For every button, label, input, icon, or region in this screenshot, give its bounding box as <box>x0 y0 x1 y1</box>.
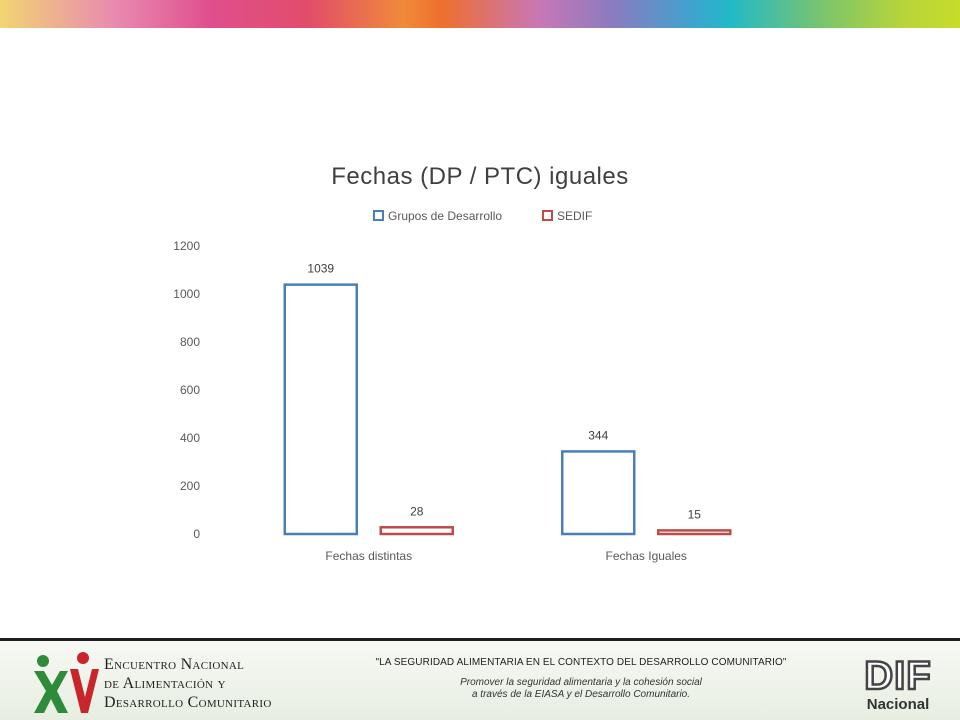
y-tick-label: 0 <box>193 527 200 541</box>
y-tick-label: 600 <box>180 383 200 397</box>
dif-logo-text: DIF <box>864 654 931 698</box>
chart-title: Fechas (DP / PTC) iguales <box>331 163 629 190</box>
event-title-line-1: Encuentro Nacional <box>104 656 245 673</box>
decorative-color-band <box>0 0 960 28</box>
bar-sedif-0 <box>379 526 454 536</box>
dif-nacional-logo: DIF Nacional <box>863 653 932 713</box>
y-tick-label: 200 <box>180 479 200 493</box>
x-tick-label: Fechas Iguales <box>606 549 687 563</box>
event-slogan: "LA SEGURIDAD ALIMENTARIA EN EL CONTEXTO… <box>375 657 787 668</box>
bar-data-label: 1039 <box>307 262 334 276</box>
event-title-line-2: de Alimentación y <box>104 675 226 692</box>
event-title: Encuentro Nacional de Alimentación y Des… <box>104 655 344 712</box>
y-axis: 0 200 400 600 800 1000 1200 <box>173 239 200 541</box>
y-tick-label: 1000 <box>173 287 200 301</box>
event-subslogan-line-1: Promover la seguridad alimentaria y la c… <box>460 677 702 688</box>
x-tick-label: Fechas distintas <box>325 549 412 563</box>
y-tick-label: 1200 <box>173 239 200 253</box>
bar-grupos-de-desarrollo-0 <box>283 283 358 536</box>
footer: Encuentro Nacional de Alimentación y Des… <box>0 641 960 720</box>
encuentro-nacional-logo <box>34 652 99 713</box>
y-tick-label: 800 <box>180 335 200 349</box>
legend-label: SEDIF <box>557 209 592 223</box>
bar-sedif-1 <box>657 529 732 536</box>
legend-swatch <box>542 210 553 221</box>
dif-logo-subtext: Nacional <box>867 696 930 713</box>
bars: 1039 28 344 15 <box>283 262 732 536</box>
event-subslogan-line-2: a través de la EIASA y el Desarrollo Com… <box>471 689 691 700</box>
event-title-line-3: Desarrollo Comunitario <box>104 694 272 711</box>
legend-label: Grupos de Desarrollo <box>388 209 502 223</box>
bar-chart: Fechas (DP / PTC) iguales Grupos de Desa… <box>173 163 732 563</box>
legend-swatch <box>373 210 384 221</box>
bar-grupos-de-desarrollo-1 <box>561 450 636 536</box>
y-tick-label: 400 <box>180 431 200 445</box>
event-subslogan: Promover la seguridad alimentaria y la c… <box>366 677 796 701</box>
x-axis: Fechas distintas Fechas Iguales <box>325 549 687 563</box>
footer-divider <box>0 638 960 641</box>
bar-data-label: 344 <box>588 428 608 442</box>
chart-legend: Grupos de Desarrollo SEDIF <box>373 209 592 223</box>
bar-data-label: 15 <box>688 507 702 521</box>
bar-data-label: 28 <box>410 504 424 518</box>
